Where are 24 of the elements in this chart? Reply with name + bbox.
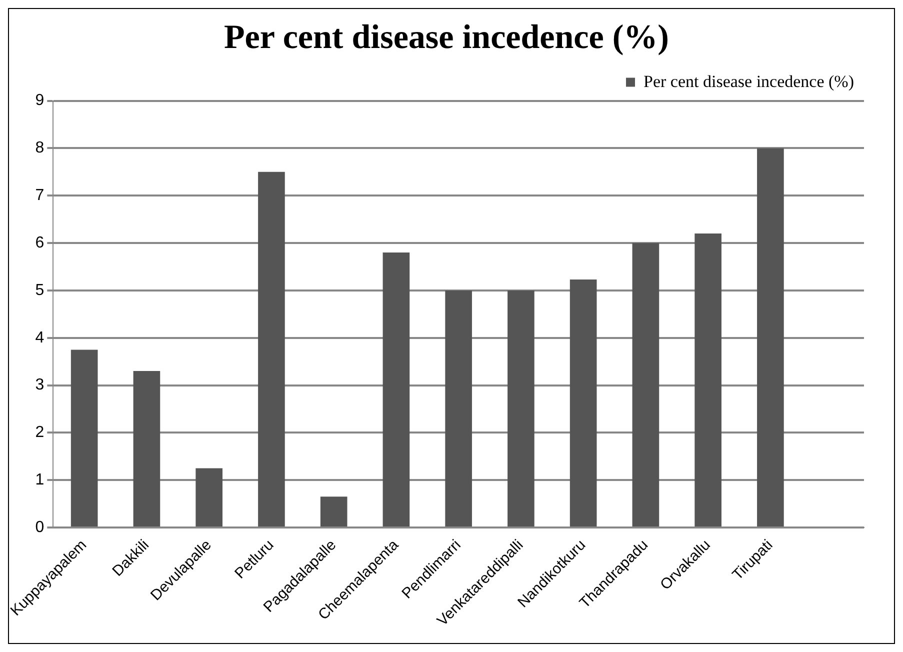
y-tick-label: 1: [35, 471, 44, 488]
y-tick-label: 3: [35, 376, 44, 394]
legend-label: Per cent disease incedence (%): [644, 72, 854, 91]
bar: [258, 172, 285, 526]
bar: [70, 350, 98, 526]
bar: [632, 243, 660, 526]
bar: [694, 234, 722, 526]
bar: [382, 252, 410, 526]
y-tick-label: 2: [35, 424, 44, 442]
y-tick-label: 9: [35, 92, 44, 110]
bar: [508, 290, 534, 526]
bar: [196, 468, 222, 526]
chart-title: Per cent disease incedence (%): [224, 19, 670, 56]
bar: [320, 496, 348, 526]
y-tick-label: 7: [35, 187, 44, 204]
bar: [445, 290, 472, 526]
bar: [570, 280, 597, 526]
y-tick-label: 8: [35, 140, 44, 157]
bar: [133, 371, 160, 526]
bar: [757, 148, 784, 526]
y-tick-label: 5: [35, 282, 44, 299]
y-tick-label: 4: [35, 329, 44, 346]
y-tick-label: 0: [35, 518, 44, 536]
y-tick-label: 6: [35, 234, 44, 252]
